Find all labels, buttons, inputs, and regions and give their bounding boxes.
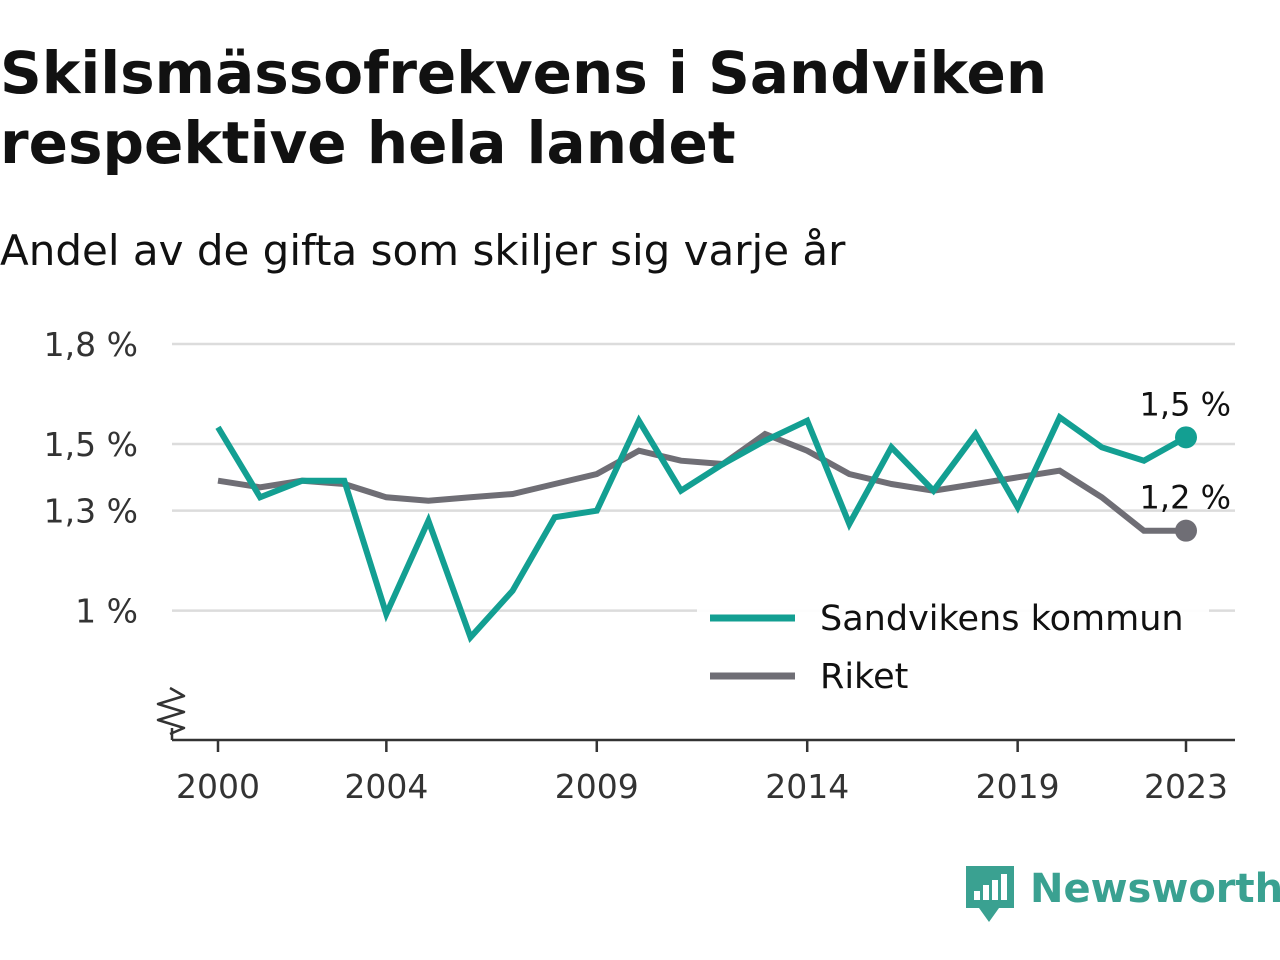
logo-bar — [1001, 874, 1007, 900]
series-lines — [215, 412, 1197, 644]
series-end-label-sandvikens-kommun: 1,5 % — [1140, 385, 1231, 423]
legend-background — [697, 588, 1209, 706]
y-tick-label: 1,8 % — [44, 325, 138, 364]
series-line-sandvikens-kommun — [215, 412, 1188, 644]
series-end-point-sandvikens-kommun — [1175, 426, 1197, 449]
brand-name: Newsworthy — [1030, 866, 1280, 912]
x-tick-label: 2004 — [344, 767, 428, 806]
x-tick-label: 2000 — [176, 767, 260, 806]
x-tick-label: 2014 — [765, 767, 849, 806]
legend-label: Riket — [820, 657, 908, 697]
series-end-point-riket — [1175, 519, 1197, 542]
logo-bar — [974, 891, 980, 900]
chart-title: Skilsmässofrekvens i Sandviken respektiv… — [0, 39, 1048, 177]
axes: 1 % 1,3 % 1,5 % 1,8 % 2000 2004 2009 2014 2019 20… — [44, 325, 1235, 806]
series-line-riket — [217, 430, 1186, 534]
legend: Sandvikens kommun Riket — [697, 588, 1209, 706]
y-tick-label: 1 % — [75, 592, 138, 631]
end-labels: 1,2 % 1,5 % — [1140, 385, 1231, 516]
series-end-label-riket: 1,2 % — [1140, 479, 1231, 517]
brand-logo: Newsworthy — [966, 866, 1280, 922]
y-tick-label: 1,3 % — [44, 492, 138, 531]
legend-label: Sandvikens kommun — [820, 599, 1184, 639]
axis-break-mark — [156, 686, 186, 736]
logo-bar — [983, 885, 989, 900]
x-tick-label: 2009 — [555, 767, 639, 806]
y-tick-label: 1,5 % — [44, 425, 138, 464]
x-tick-label: 2019 — [976, 767, 1060, 806]
x-tick-label: 2023 — [1144, 767, 1228, 806]
chart-subtitle: Andel av de gifta som skiljer sig varje … — [0, 226, 846, 275]
logo-bar — [992, 880, 998, 900]
